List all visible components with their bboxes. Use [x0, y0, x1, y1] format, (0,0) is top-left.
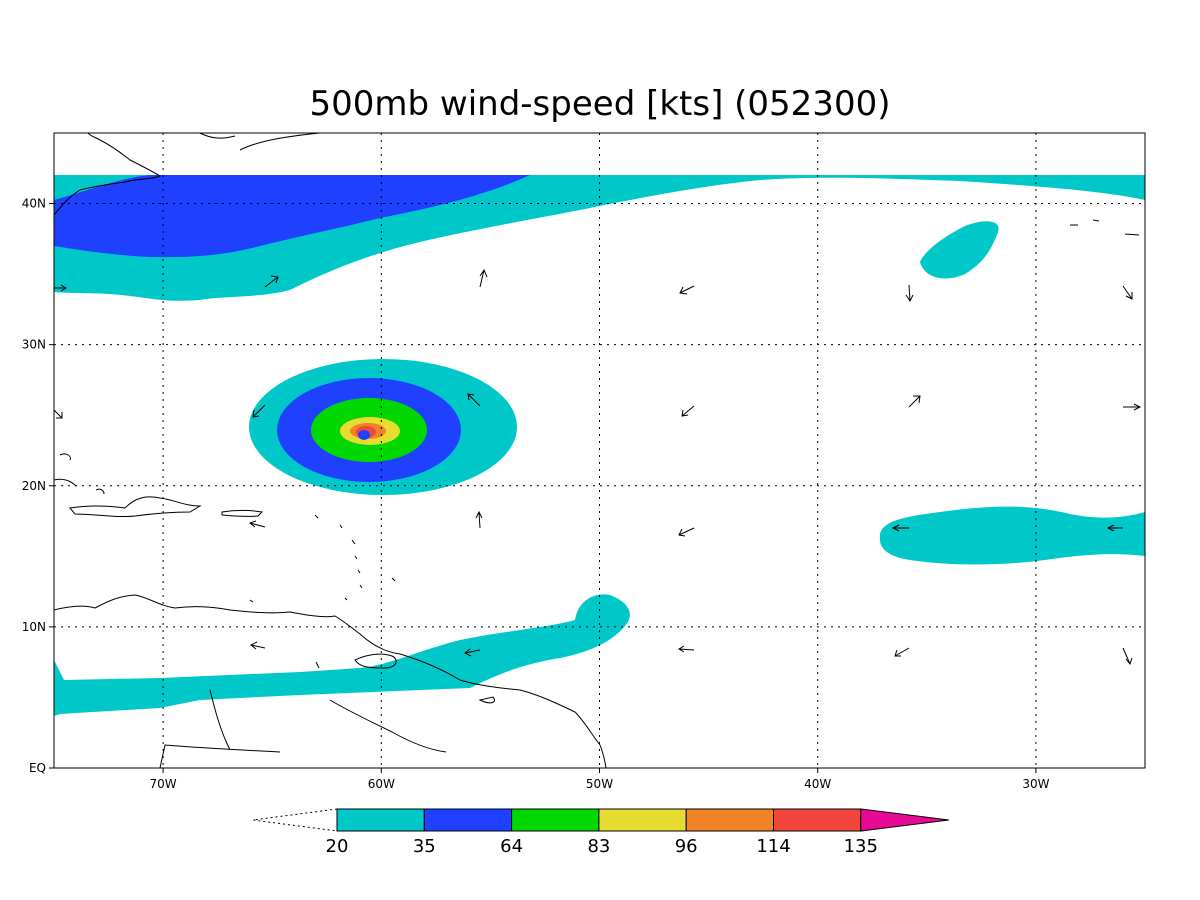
- wind-vector: [1122, 285, 1133, 300]
- latitude-tick-labels: EQ 10N 20N 30N 40N: [22, 197, 54, 775]
- colorbar-level-label: 83: [587, 836, 610, 857]
- wind-vector: [479, 268, 488, 288]
- wind-speed-shading: [54, 175, 1145, 716]
- wind-vector: [908, 395, 921, 408]
- wind-vector: [54, 409, 63, 419]
- coast-islands-south: [249, 599, 397, 669]
- colorbar-swatch: [423, 808, 513, 832]
- coast-north-america: [54, 133, 321, 216]
- coast-lesser-antilles: [314, 514, 396, 601]
- cyan-band-south: [54, 594, 630, 716]
- wind-vector: [250, 641, 266, 650]
- wind-vector: [891, 524, 909, 532]
- vortex-eye-blue: [358, 430, 370, 440]
- lat-tick-label: EQ: [29, 761, 46, 775]
- colorbar-level-label: 35: [413, 836, 436, 857]
- lat-tick-label: 20N: [22, 479, 46, 493]
- colorbar-swatch: [511, 808, 600, 832]
- longitude-tick-labels: 70W 60W 50W 40W 30W: [150, 768, 1050, 791]
- colorbar-upper-triangle: [860, 808, 949, 832]
- wind-vector: [679, 285, 695, 295]
- colorbar-lower-triangle: [252, 808, 338, 832]
- wind-vector: [678, 527, 695, 537]
- lat-tick-label: 10N: [22, 620, 46, 634]
- wind-vectors: [54, 268, 1142, 666]
- wind-vector: [894, 647, 910, 657]
- colorbar-level-label: 64: [500, 836, 523, 857]
- wind-vector: [248, 520, 266, 528]
- cyan-band-east: [879, 506, 1145, 565]
- coast-greater-antilles: [54, 453, 264, 518]
- lon-tick-label: 60W: [368, 777, 395, 791]
- wind-vector: [252, 404, 266, 418]
- colorbar-level-label: 135: [844, 836, 878, 857]
- wind-vector: [264, 275, 279, 288]
- map-plot-area: [54, 133, 1145, 768]
- wind-vector: [678, 645, 695, 653]
- wind-vector: [464, 648, 481, 657]
- colorbar-swatch: [685, 808, 775, 832]
- colorbar-swatch: [598, 808, 687, 832]
- wind-vector: [1122, 647, 1133, 666]
- colorbar-swatch: [773, 808, 862, 832]
- coast-atlantic-islands: [1070, 219, 1140, 236]
- lon-tick-label: 30W: [1022, 777, 1049, 791]
- wind-vector: [681, 405, 695, 417]
- colorbar-swatch: [336, 808, 425, 832]
- wind-vector: [1106, 524, 1123, 532]
- coastlines: [54, 133, 1140, 768]
- cyan-blob-northeast: [920, 221, 999, 279]
- colorbar-level-label: 96: [675, 836, 698, 857]
- wind-vector: [1123, 403, 1142, 411]
- color-bar-legend: 20 35 64 83 96 114 135: [252, 808, 949, 857]
- colorbar-level-label: 114: [756, 836, 790, 857]
- coast-south-america: [54, 594, 607, 768]
- wind-vector: [54, 284, 67, 292]
- colorbar-level-label: 20: [326, 836, 349, 857]
- lat-tick-label: 30N: [22, 338, 46, 352]
- lon-tick-label: 70W: [150, 777, 177, 791]
- wind-vector: [467, 393, 481, 407]
- lon-tick-label: 50W: [586, 777, 613, 791]
- wind-vector: [475, 510, 483, 529]
- lat-lon-gridlines: [54, 133, 1145, 768]
- wind-vector: [905, 284, 914, 302]
- map-title: 500mb wind-speed [kts] (052300): [310, 84, 891, 124]
- lon-tick-label: 40W: [804, 777, 831, 791]
- lat-tick-label: 40N: [22, 197, 46, 211]
- jet-streak-shading-blue: [54, 175, 530, 258]
